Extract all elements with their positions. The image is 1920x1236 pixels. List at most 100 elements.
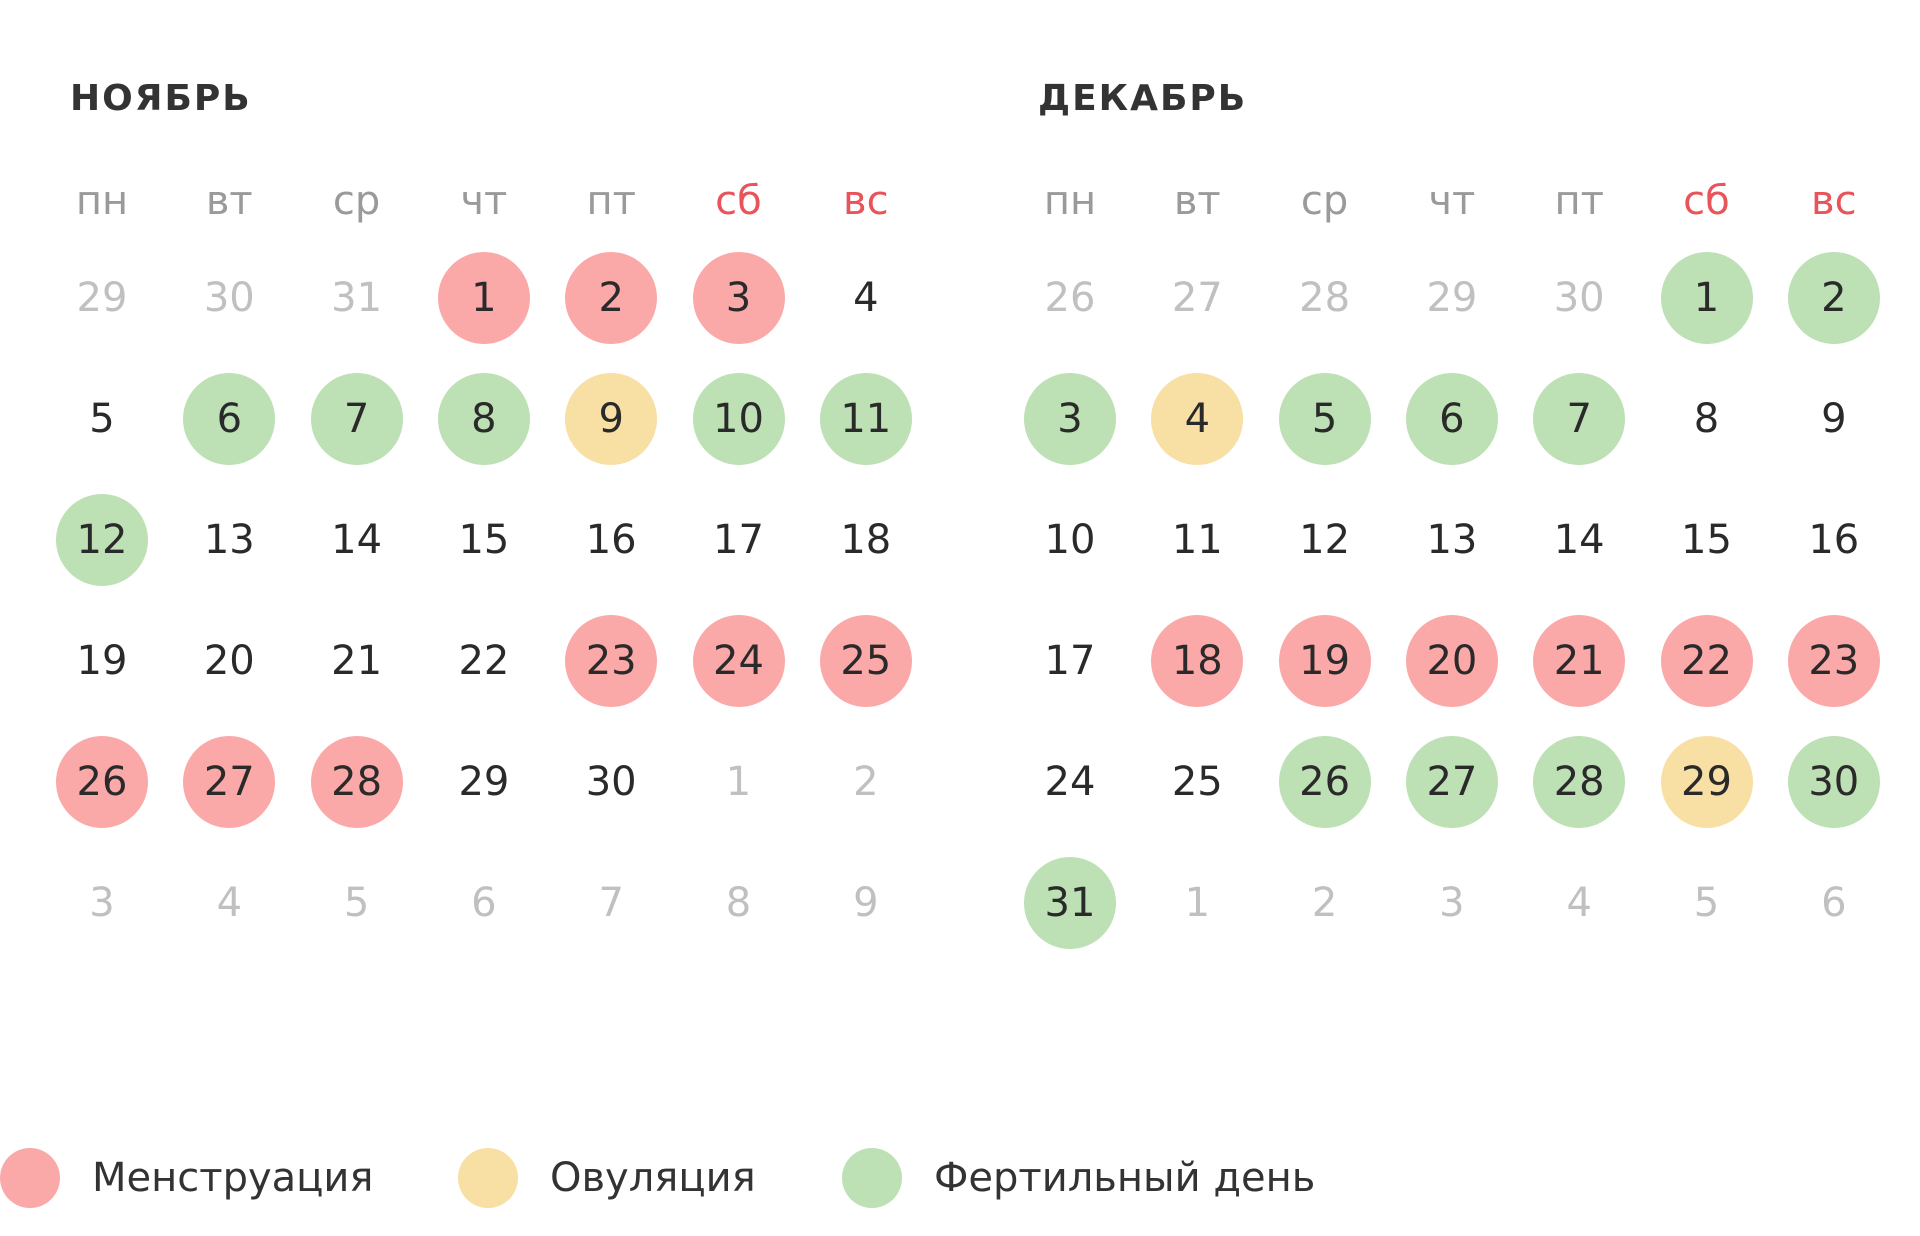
day-cell-other-month[interactable]: 8 — [725, 880, 752, 926]
weekday-header: пн — [75, 178, 129, 224]
day-cell-other-month[interactable]: 3 — [1439, 880, 1465, 926]
day-cell-other-month[interactable]: 6 — [1821, 880, 1847, 926]
day-cell-ovulation[interactable]: 9 — [565, 373, 658, 465]
day-cell-menstruation[interactable]: 24 — [692, 615, 785, 707]
day-cell-menstruation[interactable]: 1 — [437, 252, 530, 344]
day-cell-menstruation[interactable]: 19 — [1278, 615, 1371, 707]
day-cell-other-month[interactable]: 4 — [216, 880, 243, 926]
day-cell[interactable]: 9 — [1821, 396, 1847, 442]
day-cell-other-month[interactable]: 1 — [725, 759, 752, 805]
weekday-header: пт — [1554, 178, 1604, 224]
day-cell-menstruation[interactable]: 20 — [1405, 615, 1498, 707]
day-cell-fertile[interactable]: 5 — [1278, 373, 1371, 465]
day-cell-menstruation[interactable]: 3 — [692, 252, 785, 344]
day-cell-other-month[interactable]: 29 — [1426, 275, 1478, 321]
weekday-header: пн — [1043, 178, 1097, 224]
day-cell-other-month[interactable]: 27 — [1171, 275, 1223, 321]
day-cell-menstruation[interactable]: 23 — [565, 615, 658, 707]
weekday-header: чт — [460, 178, 508, 224]
day-cell-other-month[interactable]: 5 — [1693, 880, 1720, 926]
day-cell-other-month[interactable]: 30 — [1553, 275, 1605, 321]
legend-dot-icon — [0, 1148, 60, 1208]
day-cell-menstruation[interactable]: 28 — [310, 736, 403, 828]
day-cell[interactable]: 25 — [1171, 759, 1223, 805]
weekday-header: сб — [1683, 178, 1730, 224]
day-cell-other-month[interactable]: 30 — [203, 275, 255, 321]
day-cell[interactable]: 15 — [1681, 517, 1732, 563]
day-cell[interactable]: 4 — [853, 275, 879, 321]
day-cell-fertile[interactable]: 27 — [1405, 736, 1498, 828]
day-cell[interactable]: 22 — [458, 638, 510, 684]
day-cell-menstruation[interactable]: 27 — [183, 736, 276, 828]
day-cell-other-month[interactable]: 3 — [89, 880, 115, 926]
day-cell[interactable]: 14 — [331, 517, 383, 563]
day-cell[interactable]: 16 — [585, 517, 637, 563]
day-cell[interactable]: 16 — [1808, 517, 1860, 563]
day-cell[interactable]: 13 — [1426, 517, 1478, 563]
day-cell[interactable]: 24 — [1044, 759, 1096, 805]
day-cell[interactable]: 5 — [89, 396, 115, 442]
day-cell[interactable]: 15 — [458, 517, 510, 563]
day-cell-other-month[interactable]: 31 — [331, 275, 383, 321]
legend-dot-icon — [842, 1148, 902, 1208]
day-cell-other-month[interactable]: 2 — [1311, 880, 1338, 926]
day-cell-other-month[interactable]: 2 — [853, 759, 879, 805]
day-cell[interactable]: 20 — [203, 638, 255, 684]
day-cell-other-month[interactable]: 29 — [76, 275, 128, 321]
day-cell-other-month[interactable]: 28 — [1299, 275, 1351, 321]
day-cell[interactable]: 21 — [331, 638, 383, 684]
day-cell[interactable]: 30 — [585, 759, 637, 805]
day-cell-other-month[interactable]: 1 — [1184, 880, 1211, 926]
legend-label: Менструация — [92, 1155, 374, 1201]
day-cell-menstruation[interactable]: 21 — [1533, 615, 1626, 707]
day-cell-fertile[interactable]: 31 — [1024, 857, 1116, 949]
day-cell[interactable]: 12 — [1299, 517, 1351, 563]
day-cell-fertile[interactable]: 2 — [1787, 252, 1880, 344]
weekday-header: ср — [332, 178, 381, 224]
day-cell[interactable]: 13 — [203, 517, 255, 563]
day-cell-fertile[interactable]: 10 — [692, 373, 785, 465]
day-cell-other-month[interactable]: 7 — [598, 880, 624, 926]
day-cell[interactable]: 19 — [76, 638, 128, 684]
day-cell-fertile[interactable]: 1 — [1660, 252, 1753, 344]
day-cell-fertile[interactable]: 8 — [437, 373, 530, 465]
day-cell[interactable]: 14 — [1553, 517, 1605, 563]
day-cell-menstruation[interactable]: 25 — [819, 615, 912, 707]
day-cell-fertile[interactable]: 7 — [1533, 373, 1626, 465]
day-cell-other-month[interactable]: 26 — [1044, 275, 1096, 321]
day-cell-ovulation[interactable]: 4 — [1151, 373, 1244, 465]
weekday-header: пт — [586, 178, 636, 224]
day-cell-menstruation[interactable]: 26 — [56, 736, 148, 828]
day-cell[interactable]: 10 — [1044, 517, 1096, 563]
day-cell-fertile[interactable]: 26 — [1278, 736, 1371, 828]
weekday-header: сб — [715, 178, 762, 224]
day-cell[interactable]: 18 — [840, 517, 892, 563]
day-cell-fertile[interactable]: 30 — [1787, 736, 1880, 828]
day-cell-fertile[interactable]: 11 — [819, 373, 912, 465]
day-cell[interactable]: 17 — [713, 517, 764, 563]
day-cell-menstruation[interactable]: 2 — [565, 252, 658, 344]
day-cell-other-month[interactable]: 9 — [853, 880, 879, 926]
day-cell-fertile[interactable]: 3 — [1024, 373, 1116, 465]
day-cell[interactable]: 17 — [1044, 638, 1096, 684]
legend-item-menstruation: Менструация — [0, 1148, 373, 1208]
legend-dot-icon — [458, 1148, 518, 1208]
day-cell-other-month[interactable]: 6 — [471, 880, 497, 926]
day-cell-menstruation[interactable]: 22 — [1660, 615, 1753, 707]
day-cell[interactable]: 11 — [1171, 517, 1223, 563]
day-cell[interactable]: 8 — [1693, 396, 1720, 442]
day-cell-other-month[interactable]: 4 — [1566, 880, 1592, 926]
day-cell-fertile[interactable]: 7 — [310, 373, 403, 465]
day-cell-menstruation[interactable]: 18 — [1151, 615, 1244, 707]
day-cell-fertile[interactable]: 6 — [183, 373, 276, 465]
day-cell-fertile[interactable]: 6 — [1405, 373, 1498, 465]
day-cell-other-month[interactable]: 5 — [343, 880, 370, 926]
day-cell-fertile[interactable]: 12 — [56, 494, 148, 586]
weekday-header: вт — [205, 178, 253, 224]
day-cell-menstruation[interactable]: 23 — [1787, 615, 1880, 707]
weekday-header: вт — [1173, 178, 1221, 224]
day-cell-ovulation[interactable]: 29 — [1660, 736, 1753, 828]
day-cell[interactable]: 29 — [458, 759, 510, 805]
day-cell-fertile[interactable]: 28 — [1533, 736, 1626, 828]
legend-label: Овуляция — [550, 1155, 756, 1201]
